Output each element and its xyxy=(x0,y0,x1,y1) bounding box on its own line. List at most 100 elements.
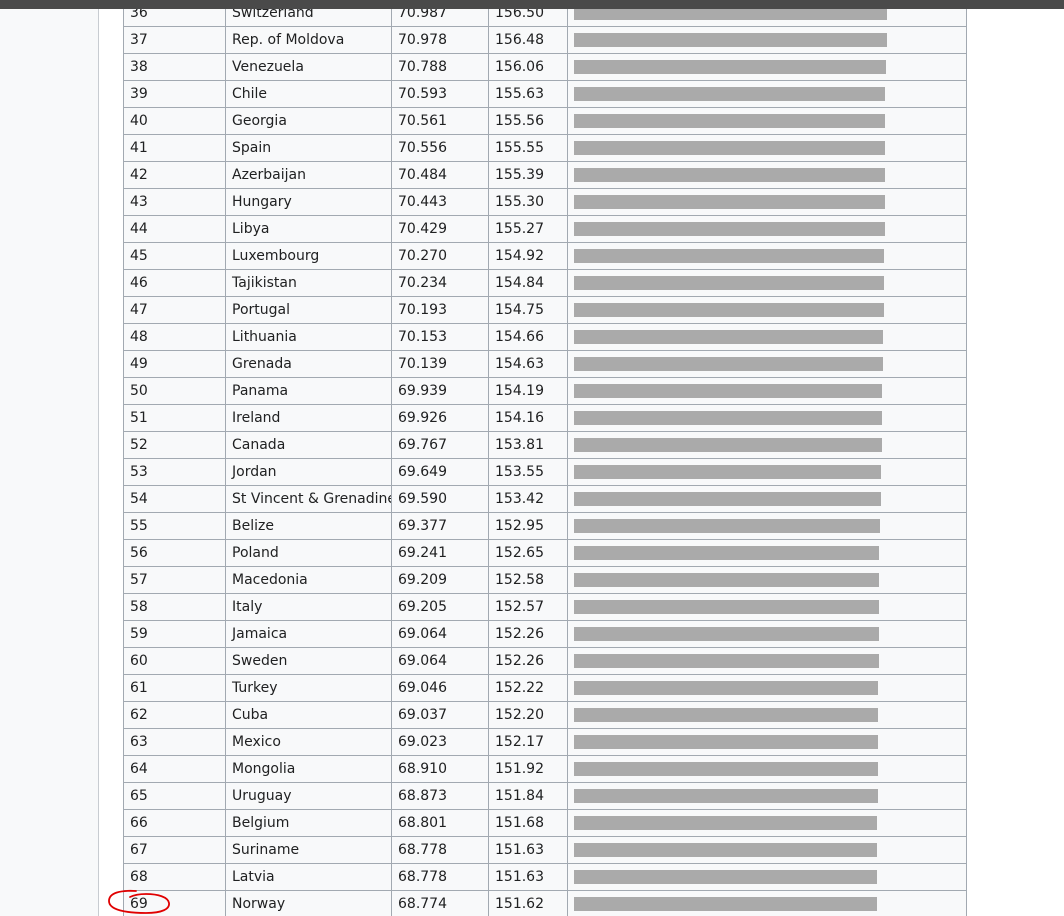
percent-cell: 155.39 xyxy=(488,161,568,189)
percent-cell: 155.56 xyxy=(488,107,568,135)
value-bar xyxy=(574,438,882,452)
value-bar xyxy=(574,33,887,47)
country-cell: Azerbaijan xyxy=(225,161,392,189)
value-bar xyxy=(574,708,878,722)
score-cell: 70.561 xyxy=(391,107,489,135)
percent-cell: 152.26 xyxy=(488,647,568,675)
value-bar xyxy=(574,789,878,803)
value-bar xyxy=(574,114,885,128)
bar-cell xyxy=(567,377,967,405)
ranking-table-body: 36 Switzerland 70.987 156.50 37 Rep. of Moldo… xyxy=(123,9,967,916)
percent-cell: 154.92 xyxy=(488,242,568,270)
table-row: 36 Switzerland 70.987 156.50 xyxy=(123,9,967,27)
percent-cell: 156.06 xyxy=(488,53,568,81)
rank-cell: 43 xyxy=(123,188,226,216)
percent-cell: 155.30 xyxy=(488,188,568,216)
bar-cell xyxy=(567,296,967,324)
country-cell: Portugal xyxy=(225,296,392,324)
country-cell: Cuba xyxy=(225,701,392,729)
score-cell: 69.064 xyxy=(391,647,489,675)
rank-cell: 66 xyxy=(123,809,226,837)
country-cell: Switzerland xyxy=(225,9,392,27)
country-cell: Turkey xyxy=(225,674,392,702)
bar-cell xyxy=(567,566,967,594)
rank-cell: 45 xyxy=(123,242,226,270)
percent-cell: 154.63 xyxy=(488,350,568,378)
table-row: 67 Suriname 68.778 151.63 xyxy=(123,836,967,864)
country-cell: Lithuania xyxy=(225,323,392,351)
rank-cell: 58 xyxy=(123,593,226,621)
percent-cell: 154.84 xyxy=(488,269,568,297)
country-cell: Suriname xyxy=(225,836,392,864)
score-cell: 69.649 xyxy=(391,458,489,486)
score-cell: 70.270 xyxy=(391,242,489,270)
rank-cell: 62 xyxy=(123,701,226,729)
rank-cell: 54 xyxy=(123,485,226,513)
rank-cell: 39 xyxy=(123,80,226,108)
bar-cell xyxy=(567,242,967,270)
percent-cell: 152.20 xyxy=(488,701,568,729)
rank-cell: 65 xyxy=(123,782,226,810)
percent-cell: 151.92 xyxy=(488,755,568,783)
score-cell: 68.778 xyxy=(391,863,489,891)
score-cell: 70.987 xyxy=(391,9,489,27)
percent-cell: 154.75 xyxy=(488,296,568,324)
table-row: 39 Chile 70.593 155.63 xyxy=(123,80,967,108)
rank-cell: 37 xyxy=(123,26,226,54)
value-bar xyxy=(574,384,882,398)
table-row: 46 Tajikistan 70.234 154.84 xyxy=(123,269,967,297)
score-cell: 68.910 xyxy=(391,755,489,783)
bar-cell xyxy=(567,215,967,243)
table-row: 53 Jordan 69.649 153.55 xyxy=(123,458,967,486)
bar-cell xyxy=(567,620,967,648)
table-row: 49 Grenada 70.139 154.63 xyxy=(123,350,967,378)
value-bar xyxy=(574,654,879,668)
percent-cell: 152.58 xyxy=(488,566,568,594)
country-cell: Jamaica xyxy=(225,620,392,648)
rank-cell: 44 xyxy=(123,215,226,243)
rank-cell: 38 xyxy=(123,53,226,81)
bar-cell xyxy=(567,431,967,459)
table-row: 45 Luxembourg 70.270 154.92 xyxy=(123,242,967,270)
bar-cell xyxy=(567,404,967,432)
country-cell: Panama xyxy=(225,377,392,405)
percent-cell: 156.48 xyxy=(488,26,568,54)
bar-cell xyxy=(567,512,967,540)
percent-cell: 152.65 xyxy=(488,539,568,567)
score-cell: 69.023 xyxy=(391,728,489,756)
table-row: 56 Poland 69.241 152.65 xyxy=(123,539,967,567)
value-bar xyxy=(574,573,879,587)
score-cell: 69.205 xyxy=(391,593,489,621)
percent-cell: 155.27 xyxy=(488,215,568,243)
score-cell: 69.046 xyxy=(391,674,489,702)
bar-cell xyxy=(567,809,967,837)
percent-cell: 152.17 xyxy=(488,728,568,756)
bar-cell xyxy=(567,26,967,54)
table-row: 61 Turkey 69.046 152.22 xyxy=(123,674,967,702)
value-bar xyxy=(574,141,885,155)
percent-cell: 154.19 xyxy=(488,377,568,405)
bar-cell xyxy=(567,269,967,297)
bar-cell xyxy=(567,350,967,378)
window-top-bar xyxy=(0,0,1064,9)
score-cell: 70.443 xyxy=(391,188,489,216)
table-row: 50 Panama 69.939 154.19 xyxy=(123,377,967,405)
percent-cell: 152.22 xyxy=(488,674,568,702)
bar-cell xyxy=(567,890,967,916)
value-bar xyxy=(574,465,881,479)
rank-cell: 57 xyxy=(123,566,226,594)
percent-cell: 152.57 xyxy=(488,593,568,621)
country-cell: Uruguay xyxy=(225,782,392,810)
bar-cell xyxy=(567,53,967,81)
value-bar xyxy=(574,843,877,857)
rank-cell: 68 xyxy=(123,863,226,891)
percent-cell: 151.84 xyxy=(488,782,568,810)
rank-cell: 64 xyxy=(123,755,226,783)
country-cell: Chile xyxy=(225,80,392,108)
percent-cell: 155.55 xyxy=(488,134,568,162)
country-cell: Ireland xyxy=(225,404,392,432)
table-row: 43 Hungary 70.443 155.30 xyxy=(123,188,967,216)
value-bar xyxy=(574,627,879,641)
table-row: 40 Georgia 70.561 155.56 xyxy=(123,107,967,135)
bar-cell xyxy=(567,161,967,189)
